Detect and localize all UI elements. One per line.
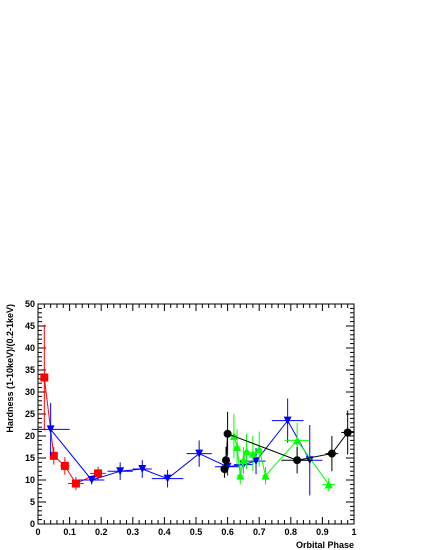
data-point-triangle-down xyxy=(252,457,261,466)
series-triangle-up xyxy=(229,414,336,491)
data-point-triangle-up xyxy=(293,436,302,445)
x-tick-label: 0.7 xyxy=(253,527,266,537)
series-layer xyxy=(31,324,354,496)
x-tick-label: 0.1 xyxy=(63,527,76,537)
data-point-triangle-up xyxy=(233,443,242,451)
data-point-triangle-down xyxy=(46,425,55,434)
data-point-triangle-up xyxy=(248,449,257,458)
data-point-square xyxy=(60,461,69,470)
data-point-circle xyxy=(220,465,229,473)
data-point-triangle-up xyxy=(324,480,333,489)
series-line xyxy=(43,377,99,485)
y-tick-label: 50 xyxy=(25,299,35,309)
y-tick-label: 10 xyxy=(25,475,35,485)
data-point-circle xyxy=(327,449,336,458)
data-point-square xyxy=(49,451,58,460)
y-tick-label: 0 xyxy=(30,519,35,529)
data-point-circle xyxy=(223,429,232,438)
data-point-triangle-up xyxy=(236,471,245,480)
data-point-triangle-down xyxy=(87,476,96,484)
y-axis-title: Hardness (1-10keV)/(0.2-1keV) xyxy=(5,304,15,433)
x-tick-label: 0.6 xyxy=(221,527,234,537)
data-point-square xyxy=(94,469,103,478)
data-point-triangle-down xyxy=(283,416,292,425)
data-point-square xyxy=(40,373,49,382)
x-axis-title: Orbital Phase xyxy=(296,540,354,550)
data-point-circle xyxy=(343,428,352,437)
y-tick-label: 20 xyxy=(25,431,35,441)
y-tick-label: 30 xyxy=(25,387,35,397)
data-point-triangle-up xyxy=(242,447,251,456)
y-tick-label: 25 xyxy=(25,409,35,419)
x-tick-label: 1 xyxy=(351,527,356,537)
data-point-triangle-down xyxy=(116,467,125,476)
data-point-triangle-up xyxy=(239,456,248,465)
series-circle xyxy=(220,410,354,478)
x-tick-label: 0.9 xyxy=(316,527,329,537)
x-axis: 0 0.1 0.2 0.3 0.4 0.5 0.6 0.7 0.8 0.9 1 xyxy=(35,304,357,537)
series-line xyxy=(233,435,330,485)
x-tick-label: 0.3 xyxy=(127,527,140,537)
y-tick-label: 45 xyxy=(25,321,35,331)
y-tick-label: 40 xyxy=(25,343,35,353)
data-point-square xyxy=(71,479,80,488)
x-tick-label: 0.4 xyxy=(158,527,171,537)
data-point-circle xyxy=(293,456,302,465)
data-point-circle xyxy=(222,456,231,465)
x-tick-label: 0.2 xyxy=(95,527,108,537)
plot-frame xyxy=(37,303,355,525)
y-tick-label: 35 xyxy=(25,365,35,375)
x-tick-label: 0.5 xyxy=(190,527,203,537)
data-point-triangle-down xyxy=(163,474,172,483)
data-point-triangle-up xyxy=(261,471,270,480)
data-point-triangle-down xyxy=(138,465,147,473)
y-axis: 0 5 10 15 20 25 30 35 40 45 50 xyxy=(25,299,354,529)
x-tick-label: 0.8 xyxy=(285,527,298,537)
x-tick-label: 0 xyxy=(35,527,40,537)
data-point-triangle-down xyxy=(195,449,204,458)
data-point-triangle-up xyxy=(255,445,264,454)
y-tick-label: 5 xyxy=(30,497,35,507)
y-tick-label: 15 xyxy=(25,453,35,463)
